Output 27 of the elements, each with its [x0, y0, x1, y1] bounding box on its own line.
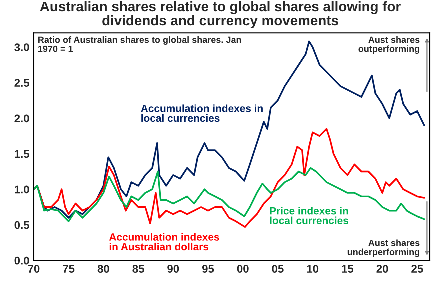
- x-tick-label: 10: [307, 265, 319, 273]
- annotation: Ratio of Australian shares to global shares. Jan 1970 = 1: [38, 36, 242, 52]
- series-label: Price indexes in local currencies: [270, 207, 348, 224]
- y-tick-label: 1.0: [15, 186, 30, 194]
- y-tick-label: 1.5: [15, 150, 30, 158]
- y-tick-label: 3.0: [14, 44, 30, 52]
- x-tick-label: 00: [237, 265, 249, 273]
- x-tick-label: 20: [376, 265, 388, 273]
- x-tick-label: 90: [168, 265, 180, 273]
- x-tick-label: 15: [342, 265, 354, 273]
- series-label: Accumulation indexes in local currencies: [141, 104, 263, 122]
- series-label: Accumulation indexes in Australian dollars: [109, 233, 220, 251]
- y-tick-label: 2.0: [14, 114, 30, 123]
- x-tick-label: 25: [412, 265, 424, 273]
- y-tick-label: 2.5: [14, 79, 30, 88]
- chart-title: Australian shares relative to global shares allowing for dividends and currency movements: [40, 1, 401, 28]
- y-tick-label: 0.5: [14, 221, 30, 230]
- x-tick-label: 70: [28, 265, 40, 273]
- y-tick-label: 0.0: [14, 256, 30, 265]
- x-tick-label: 80: [98, 265, 110, 273]
- x-tick-label: 75: [63, 265, 75, 273]
- line-series: [34, 167, 426, 222]
- x-tick-label: 95: [202, 265, 214, 273]
- x-tick-label: 85: [132, 265, 144, 273]
- annotation: Aust shares outperforming: [358, 36, 420, 54]
- x-tick-label: 05: [272, 265, 284, 273]
- annotation: Aust shares underperforming: [348, 240, 420, 258]
